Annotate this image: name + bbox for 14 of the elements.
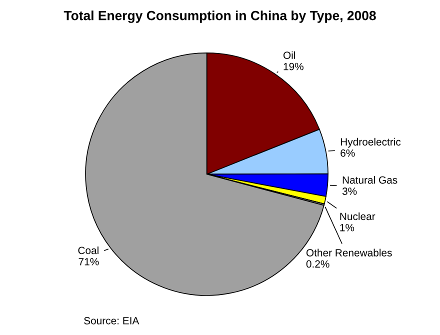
data-label: 71%: [78, 258, 99, 266]
data-label: 1%: [340, 224, 354, 232]
source-note: Source: EIA: [84, 317, 140, 324]
chart-title: Total Energy Consumption in China by Type, 2008: [64, 10, 376, 23]
slice-label: Other Renewables: [306, 248, 392, 256]
slice-label: Coal: [78, 246, 98, 254]
slice-label: Hydroelectric: [340, 138, 401, 148]
slice-label: Natural Gas: [342, 176, 398, 184]
data-label: 0.2%: [306, 260, 330, 268]
slice-label: Nuclear: [340, 212, 376, 220]
data-label: 3%: [342, 188, 357, 195]
slice-label: Oil: [283, 51, 296, 59]
data-label: 6%: [340, 149, 355, 157]
data-label: 19%: [284, 62, 304, 70]
